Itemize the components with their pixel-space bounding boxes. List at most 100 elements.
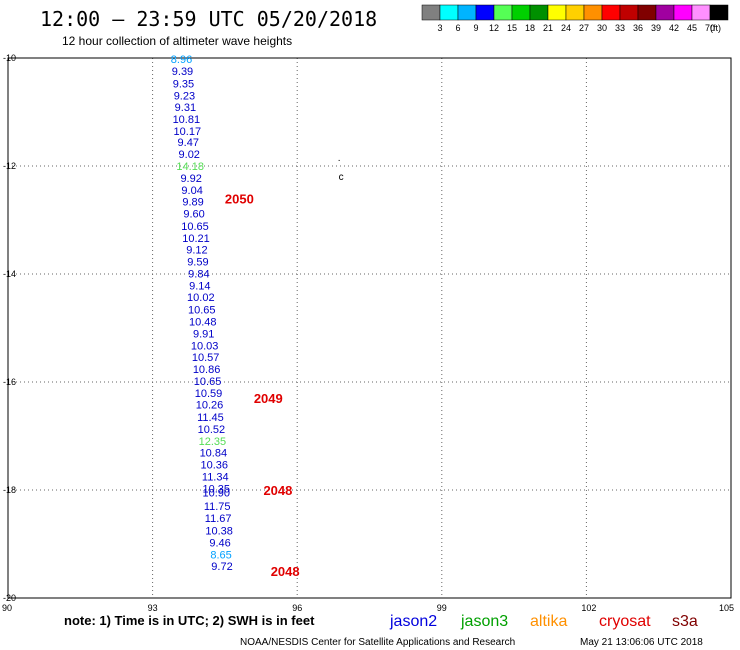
- wave-height-label: 10.38: [205, 526, 233, 538]
- wave-height-label: 9.31: [175, 102, 196, 114]
- wave-height-label: 14.18: [176, 161, 204, 173]
- wave-height-label: 10.26: [196, 400, 224, 412]
- color-scale-label: 18: [525, 23, 535, 33]
- x-tick-label: 102: [581, 603, 596, 613]
- color-scale-label: 42: [669, 23, 679, 33]
- wave-height-label: 10.81: [173, 114, 201, 126]
- color-scale-swatch: [565, 4, 585, 21]
- color-scale-label: 6: [455, 23, 460, 33]
- map-markers: .c: [338, 153, 344, 183]
- wave-height-label: 9.12: [186, 245, 207, 257]
- color-scale-label: 33: [615, 23, 625, 33]
- satellite-legend-item: cryosat: [599, 613, 651, 630]
- color-scale-swatch: [421, 4, 441, 21]
- color-scale-label: 12: [489, 23, 499, 33]
- color-scale-label: 15: [507, 23, 517, 33]
- color-scale-label: 39: [651, 23, 661, 33]
- y-tick-label: -20: [3, 593, 16, 603]
- y-tick-label: -12: [3, 161, 16, 171]
- chart-title: 12:00 – 23:59 UTC 05/20/2018: [40, 7, 377, 31]
- wave-height-label: 10.90: [202, 488, 230, 500]
- pass-number-label: 2048: [271, 564, 300, 579]
- color-scale-label: 9: [473, 23, 478, 33]
- chart-subtitle: 12 hour collection of altimeter wave hei…: [62, 34, 292, 48]
- wave-height-label: 9.04: [181, 185, 202, 197]
- wave-height-label: 10.65: [188, 305, 216, 317]
- color-scale-swatch: [457, 4, 477, 21]
- color-scale-label: 24: [561, 23, 571, 33]
- wave-height-label: 10.65: [194, 376, 222, 388]
- y-tick-label: -16: [3, 377, 16, 387]
- color-scale-swatch: [601, 4, 621, 21]
- color-scale-label: 21: [543, 23, 553, 33]
- x-tick-label: 105: [719, 603, 734, 613]
- color-scale-swatch: [709, 4, 729, 21]
- wave-height-label: 9.72: [211, 561, 232, 573]
- satellite-legend-item: jason3: [460, 613, 508, 630]
- wave-height-label: 9.89: [182, 197, 203, 209]
- wave-height-label: 10.65: [181, 221, 209, 233]
- wave-height-label: 9.02: [179, 149, 200, 161]
- color-scale-unit: (ft): [710, 23, 721, 33]
- color-scale-swatch: [529, 4, 549, 21]
- color-scale-swatch: [673, 4, 693, 21]
- color-scale-swatch: [511, 4, 531, 21]
- footer-credit: NOAA/NESDIS Center for Satellite Applica…: [240, 637, 515, 648]
- color-scale-swatch: [475, 4, 495, 21]
- map-marker: c: [339, 172, 344, 183]
- color-scale-swatch: [619, 4, 639, 21]
- color-scale-swatch: [637, 4, 657, 21]
- color-scale-label: 3: [437, 23, 442, 33]
- pass-number-label: 2050: [225, 191, 254, 206]
- wave-height-label: 9.60: [183, 209, 204, 221]
- x-tick-label: 99: [437, 603, 447, 613]
- x-tick-label: 93: [148, 603, 158, 613]
- color-scale-swatch: [691, 4, 711, 21]
- footer-note: note: 1) Time is in UTC; 2) SWH is in fe…: [64, 613, 315, 628]
- wave-height-label: 9.92: [180, 173, 201, 185]
- wave-height-label: 10.86: [193, 364, 221, 376]
- color-scale-swatch: [439, 4, 459, 21]
- color-scale-label: 70: [705, 23, 715, 33]
- pass-number-label: 2048: [263, 483, 292, 498]
- color-scale-swatch: [493, 4, 513, 21]
- map-marker: .: [338, 153, 341, 164]
- wave-height-label: 10.17: [174, 126, 202, 138]
- pass-number-label: 2049: [254, 391, 283, 406]
- pass-number-labels: 2050 2049 2048 2048: [225, 191, 300, 579]
- wave-height-labels: 8.969.399.359.239.3110.8110.179.479.0214…: [171, 54, 233, 573]
- color-scale-legend: 3 6 9 12 15 18 21 24 27 30 33 36 39 42 45 70: [421, 4, 729, 33]
- wave-height-label: 9.14: [189, 280, 210, 292]
- color-scale-label: 30: [597, 23, 607, 33]
- wave-height-label: 8.96: [171, 54, 192, 66]
- color-scale-label: 27: [579, 23, 589, 33]
- color-scale-swatch: [583, 4, 603, 21]
- y-tick-label: -14: [3, 269, 16, 279]
- wave-height-label: 10.03: [191, 340, 219, 352]
- wave-height-label: 10.57: [192, 352, 220, 364]
- wave-height-label: 8.65: [210, 549, 231, 561]
- satellite-legend: jason2 jason3 altika cryosat s3a: [389, 613, 698, 630]
- satellite-legend-item: jason2: [389, 613, 437, 630]
- wave-height-label: 10.36: [201, 460, 229, 472]
- wave-height-label: 11.67: [205, 513, 232, 525]
- wave-height-label: 10.35: [202, 483, 230, 495]
- satellite-legend-item: s3a: [672, 613, 698, 630]
- wave-height-label: 9.23: [174, 90, 195, 102]
- wave-height-label: 10.48: [189, 317, 217, 329]
- wave-height-label: 10.52: [198, 424, 226, 436]
- wave-height-label: 9.35: [173, 78, 194, 90]
- wave-height-label: 9.84: [188, 268, 209, 280]
- wave-height-label: 11.75: [204, 501, 231, 513]
- x-tick-label: 96: [292, 603, 302, 613]
- wave-height-label: 11.34: [202, 472, 229, 484]
- color-scale-swatch: [547, 4, 567, 21]
- plot-frame: [7, 57, 732, 599]
- wave-height-label: 9.46: [209, 537, 230, 549]
- wave-height-label: 9.91: [193, 328, 214, 340]
- wave-height-label: 9.47: [178, 137, 199, 149]
- satellite-legend-item: altika: [530, 613, 567, 630]
- wave-height-label: 9.39: [172, 66, 193, 78]
